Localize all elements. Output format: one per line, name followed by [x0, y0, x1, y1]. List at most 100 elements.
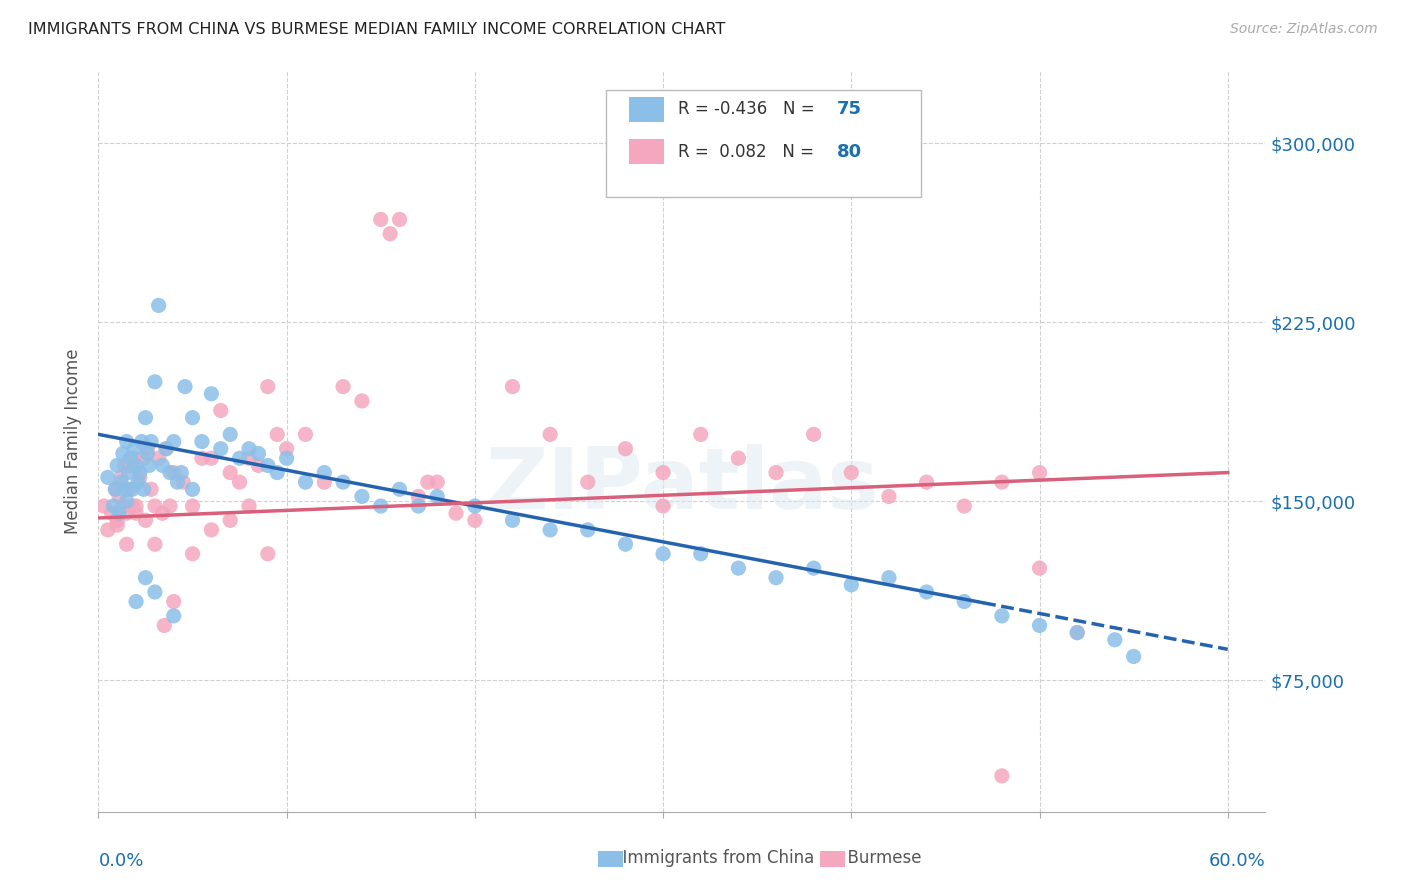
Point [256, 547, 278, 561]
Point [181, 410, 204, 425]
Point [132, 451, 155, 466]
Point [689, 427, 711, 442]
Point [163, 608, 186, 623]
Point [238, 451, 260, 466]
Point [209, 403, 232, 417]
Point [444, 506, 467, 520]
Text: 0.0%: 0.0% [98, 853, 143, 871]
Point [1028, 618, 1050, 632]
Point [266, 466, 288, 480]
Point [97, 470, 120, 484]
Point [538, 427, 561, 442]
Point [166, 475, 188, 490]
Point [155, 442, 177, 456]
Point [155, 442, 177, 456]
Point [148, 451, 170, 466]
Point [1066, 625, 1088, 640]
Point [97, 523, 120, 537]
Point [115, 506, 138, 520]
Point [143, 585, 166, 599]
Point [614, 537, 637, 551]
Point [576, 523, 599, 537]
Point [111, 499, 134, 513]
Point [803, 427, 825, 442]
Point [276, 442, 298, 456]
FancyBboxPatch shape [630, 139, 665, 164]
Point [114, 458, 136, 473]
Point [108, 506, 131, 520]
Point [228, 475, 250, 490]
Point [839, 466, 862, 480]
Point [100, 506, 122, 520]
Point [388, 483, 411, 497]
Point [350, 393, 373, 408]
Point [111, 446, 134, 460]
Point [426, 475, 449, 490]
Point [652, 499, 675, 513]
Point [877, 490, 900, 504]
Point [1028, 466, 1050, 480]
Point [877, 571, 900, 585]
Point [953, 594, 976, 608]
Point [117, 483, 139, 497]
Point [991, 608, 1014, 623]
Point [163, 466, 186, 480]
Point [93, 499, 115, 513]
Point [294, 427, 316, 442]
Point [125, 506, 148, 520]
Point [172, 475, 194, 490]
Point [350, 490, 373, 504]
Point [247, 458, 270, 473]
Point [136, 442, 159, 456]
Point [104, 483, 127, 497]
Point [1104, 632, 1126, 647]
Text: R = -0.436   N =: R = -0.436 N = [679, 101, 820, 119]
Text: 60.0%: 60.0% [1209, 853, 1265, 871]
Point [131, 434, 153, 449]
Point [105, 518, 128, 533]
Text: IMMIGRANTS FROM CHINA VS BURMESE MEDIAN FAMILY INCOME CORRELATION CHART: IMMIGRANTS FROM CHINA VS BURMESE MEDIAN … [28, 22, 725, 37]
Text: ZIPatlas: ZIPatlas [485, 444, 879, 527]
Point [388, 212, 411, 227]
Point [136, 446, 159, 460]
Point [464, 499, 486, 513]
Point [152, 506, 174, 520]
Point [256, 458, 278, 473]
Point [426, 490, 449, 504]
Point [991, 475, 1014, 490]
Point [219, 466, 242, 480]
Point [125, 499, 148, 513]
Point [209, 442, 232, 456]
Point [1122, 649, 1144, 664]
Point [502, 513, 524, 527]
Text: 80: 80 [837, 143, 862, 161]
Point [191, 434, 214, 449]
Point [370, 499, 392, 513]
Point [228, 451, 250, 466]
Y-axis label: Median Family Income: Median Family Income [65, 349, 83, 534]
Point [247, 446, 270, 460]
Text: Burmese: Burmese [837, 849, 921, 867]
Point [276, 451, 298, 466]
Point [380, 227, 402, 241]
Point [103, 499, 125, 513]
Point [191, 451, 214, 466]
Point [502, 379, 524, 393]
Point [115, 537, 138, 551]
Point [110, 475, 132, 490]
Point [370, 212, 392, 227]
Point [121, 483, 143, 497]
Point [127, 475, 149, 490]
Point [105, 513, 128, 527]
Point [148, 298, 170, 312]
Point [181, 483, 204, 497]
Point [200, 523, 222, 537]
Point [238, 499, 260, 513]
Point [174, 379, 197, 393]
Point [138, 458, 160, 473]
Point [181, 547, 204, 561]
Point [163, 434, 186, 449]
Point [117, 466, 139, 480]
Point [134, 571, 156, 585]
Point [991, 769, 1014, 783]
